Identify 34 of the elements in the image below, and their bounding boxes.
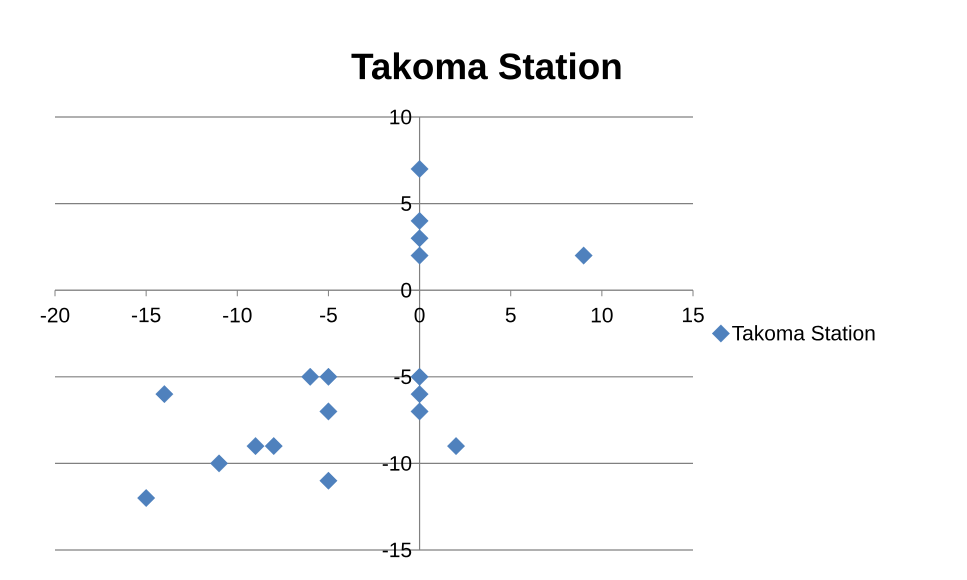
point (301, 368, 320, 386)
point (319, 368, 338, 386)
point (210, 454, 228, 472)
point (410, 212, 429, 230)
y-tick-label: 0 (401, 282, 412, 298)
point (410, 229, 429, 248)
y-tick-label: -15 (382, 542, 412, 558)
x-tick-label: 0 (414, 308, 425, 323)
point (447, 437, 465, 456)
point (410, 246, 429, 265)
x-tick-label: -10 (223, 308, 252, 323)
point (410, 368, 429, 386)
x-tick-label: -5 (320, 308, 337, 322)
y-tick-label: 10 (390, 110, 412, 124)
point (319, 472, 338, 490)
point (264, 437, 283, 456)
point (319, 402, 338, 420)
x-tick-label: -20 (40, 308, 70, 323)
point (137, 489, 156, 508)
x-tick-label: -15 (132, 308, 160, 322)
point (155, 385, 174, 404)
legend-label: Takoma Station (732, 325, 874, 341)
point (410, 402, 429, 420)
x-tick-label: 15 (682, 308, 704, 322)
y-tick-label: 5 (401, 196, 412, 211)
chart-title: Takoma Station (351, 52, 620, 80)
point (246, 437, 264, 456)
x-tick-label: 10 (592, 308, 613, 323)
y-tick-label: -5 (394, 370, 412, 384)
y-tick-label: -10 (382, 456, 412, 471)
point (410, 385, 429, 404)
x-tick-label: 5 (506, 308, 516, 322)
point (574, 246, 593, 265)
point (410, 160, 429, 178)
